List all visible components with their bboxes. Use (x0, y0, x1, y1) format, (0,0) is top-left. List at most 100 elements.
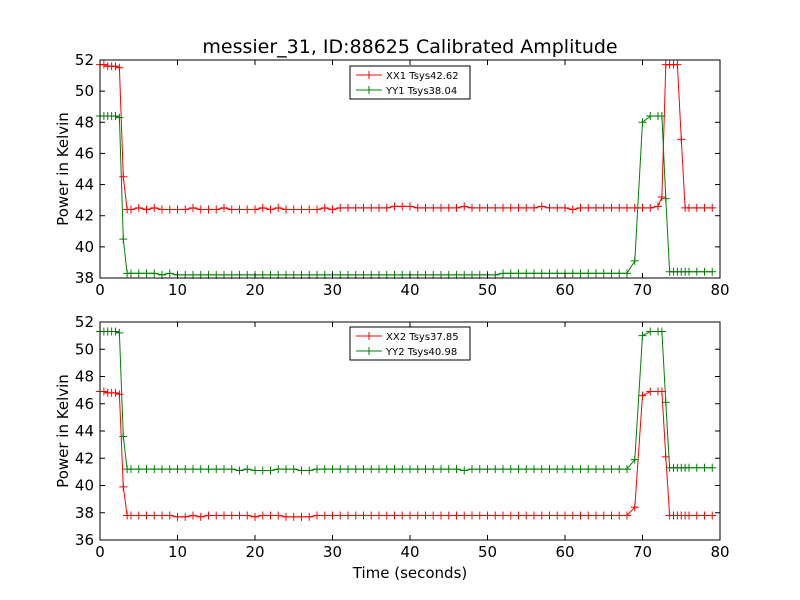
data-point (657, 193, 666, 202)
data-point (134, 269, 143, 278)
data-point (685, 203, 693, 212)
y-tick-label: 50 (75, 82, 94, 100)
legend-box (349, 65, 471, 100)
data-point (499, 203, 507, 212)
data-point (220, 511, 228, 520)
data-point (475, 203, 484, 212)
data-point (708, 463, 717, 472)
data-point (181, 512, 190, 521)
data-point (506, 269, 515, 278)
data-point (491, 203, 500, 212)
data-point (328, 465, 337, 474)
data-point (700, 511, 709, 520)
data-point (305, 205, 314, 214)
data-point (607, 511, 616, 520)
data-point (227, 511, 236, 520)
data-point (142, 465, 151, 474)
data-point (227, 205, 236, 214)
data-point (506, 203, 515, 212)
legend-label: YY1 Tsys38.04 (385, 86, 457, 97)
data-point (111, 62, 120, 71)
data-point (592, 203, 600, 212)
data-point (320, 203, 329, 212)
data-point (111, 327, 120, 336)
y-tick-label: 40 (75, 238, 94, 256)
data-point (258, 466, 267, 475)
data-point (483, 465, 492, 474)
data-point (134, 511, 143, 520)
data-point (127, 205, 135, 214)
data-point (196, 465, 205, 474)
x-tick-label: 20 (245, 543, 264, 561)
data-point (646, 112, 655, 121)
data-point (165, 269, 174, 278)
data-point (623, 465, 631, 474)
data-point (243, 465, 252, 474)
data-point (599, 203, 608, 212)
legend-swatch-marker (365, 347, 373, 355)
data-point (375, 465, 383, 474)
data-point (375, 203, 383, 212)
x-tick-label: 0 (95, 281, 105, 299)
data-point (615, 511, 624, 520)
data-point (623, 511, 631, 520)
data-point (196, 512, 205, 521)
y-tick-label: 50 (75, 340, 94, 358)
data-point (561, 465, 569, 474)
legend-label: YY2 Tsys40.98 (385, 347, 457, 358)
data-point (514, 511, 523, 520)
data-point (657, 112, 666, 121)
chart-panel-bottom: 0 10 20 30 40 50 60 70 80 36 38 40 42 44 46 48 50 52 Power… (54, 313, 730, 582)
data-point (382, 511, 391, 520)
data-point (452, 511, 461, 520)
legend-label: XX1 Tsys42.62 (386, 71, 459, 82)
data-point (127, 511, 135, 520)
data-point (708, 203, 717, 212)
data-point (599, 511, 608, 520)
data-point (677, 135, 686, 144)
data-point (685, 511, 693, 520)
x-tick-label: 50 (478, 543, 497, 561)
data-point (444, 465, 453, 474)
data-point (530, 203, 538, 212)
data-point (134, 465, 143, 474)
data-point (359, 203, 368, 212)
data-point (522, 511, 531, 520)
data-point (553, 465, 562, 474)
data-point (328, 205, 337, 214)
legend-swatch-marker (365, 86, 373, 94)
legend: XX2 Tsys37.85 YY2 Tsys40.98 (349, 326, 471, 361)
data-point (630, 503, 639, 512)
data-point (452, 465, 461, 474)
data-point (700, 203, 709, 212)
data-point (545, 511, 554, 520)
data-point (406, 511, 414, 520)
data-point (99, 387, 108, 396)
data-point (499, 269, 507, 278)
data-point (204, 511, 213, 520)
data-point (654, 202, 662, 211)
data-point (630, 256, 639, 265)
y-tick-label: 38 (75, 504, 94, 522)
data-point (351, 203, 360, 212)
data-point (452, 203, 461, 212)
data-point (243, 205, 252, 214)
x-tick-label: 70 (633, 543, 652, 561)
data-point (165, 511, 174, 520)
data-point (537, 465, 546, 474)
data-point (320, 465, 329, 474)
legend-box (349, 326, 471, 361)
data-point (429, 511, 438, 520)
data-point (491, 511, 500, 520)
data-point (413, 511, 422, 520)
data-point (173, 205, 182, 214)
data-point (150, 465, 159, 474)
data-point (189, 465, 197, 474)
data-point (359, 465, 368, 474)
data-point (351, 465, 360, 474)
data-point (700, 267, 709, 276)
y-axis-label: Power in Kelvin (54, 112, 72, 226)
data-point (421, 465, 430, 474)
data-point (289, 205, 298, 214)
data-point (646, 387, 655, 396)
